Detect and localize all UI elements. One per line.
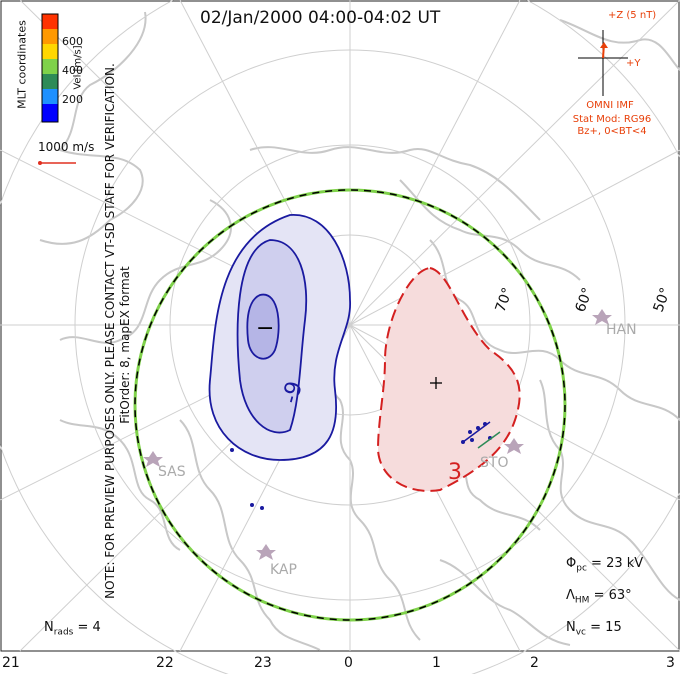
mlt-hour-22: 22 [156,655,174,671]
velocity-colorbar [41,13,59,123]
map-title: 02/Jan/2000 04:00-04:02 UT [200,8,441,28]
hm-boundary-latitude: ΛHM = 63° [566,588,632,606]
radar-count: Nrads = 4 [44,620,101,638]
fit-order-note: FitOrder: 8, mapEX format [118,266,132,424]
imf-condition: Bz+, 0<BT<4 [577,126,647,137]
imf-source: OMNI IMF [586,100,634,111]
mlt-hour-23: 23 [254,655,272,671]
negative-cell-inner [246,293,280,360]
phi-subscript: pc [576,563,587,574]
colorbar-axis-label: Vel [m/s] [72,45,84,90]
cross-polar-potential: Φpc = 23 kV [566,556,643,574]
colorbar-tick-600: 600 [62,35,83,48]
positive-cell [376,266,521,492]
negative-cell-marker: − [256,316,275,341]
imf-dial [578,30,628,96]
station-sas: SAS [158,464,186,480]
station-kap: KAP [270,562,297,578]
positive-contour-label: 3 [448,460,462,485]
station-markers [143,309,612,560]
nrads-value: = 4 [77,620,101,635]
imf-z-label: +Z (5 nT) [608,10,657,21]
mlt-hour-1: 1 [432,655,441,671]
mlt-hour-3: 3 [666,655,675,671]
hm-boundary-dashed [134,189,566,621]
station-sto: STO [480,455,509,471]
imf-y-label: +Y [626,58,641,69]
nvc-value: = 15 [590,620,622,635]
nrads-symbol: N [44,620,54,635]
lambda-subscript: HM [574,595,590,606]
nvc-subscript: vc [575,627,587,638]
phi-symbol: Φ [566,556,577,571]
velocity-scale-vector [38,161,76,165]
lambda-symbol: Λ [566,588,575,603]
colorbar-tick-400: 400 [62,64,83,77]
velocity-scale-label: 1000 m/s [38,140,95,154]
phi-value: = 23 kV [591,556,644,571]
velocity-vectors [230,421,501,510]
mlt-hour-21: 21 [2,655,20,671]
mlt-hour-2: 2 [530,655,539,671]
mlt-hour-0: 0 [344,655,353,671]
nvc-symbol: N [566,620,576,635]
imf-stat-mod: Stat Mod: RG96 [572,114,652,125]
cell-center-markers [430,377,442,389]
vector-count: Nvc = 15 [566,620,622,638]
station-han: HAN [606,322,637,338]
colorbar-tick-200: 200 [62,93,83,106]
lambda-value: = 63° [593,588,632,603]
preview-note: NOTE: FOR PREVIEW PURPOSES ONLY. PLEASE … [103,63,117,599]
nrads-subscript: rads [53,627,74,638]
coordinates-label: MLT coordinates [15,20,29,109]
